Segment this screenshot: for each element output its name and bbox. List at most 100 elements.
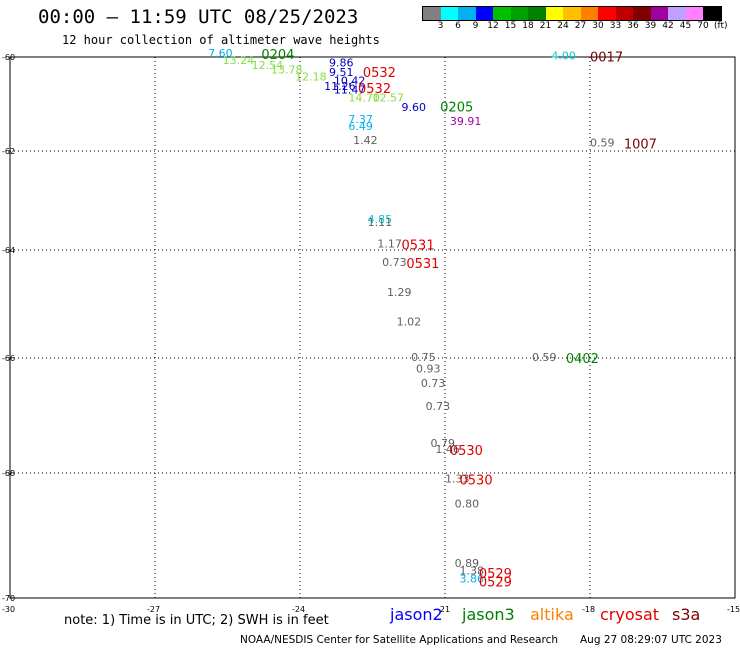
color-scale-tick: 21 <box>539 21 552 31</box>
color-swatch <box>475 7 493 20</box>
color-scale-tick: 42 <box>662 21 674 31</box>
wave-height-label: 6.49 <box>348 120 373 133</box>
wave-height-label: 1.02 <box>397 316 422 329</box>
color-swatch <box>633 7 651 20</box>
color-scale-tick: 18 <box>522 21 534 31</box>
wave-height-label: 4.00 <box>551 49 576 62</box>
color-scale-tick: 3 <box>437 21 444 31</box>
pass-time-label: 0204 <box>261 48 294 63</box>
longitude-tick-label: -30 <box>2 605 15 614</box>
color-swatch <box>510 7 528 20</box>
wave-height-label: 7.60 <box>208 47 233 60</box>
wave-height-label: 0.75 <box>411 351 436 364</box>
pass-time-label: 0205 <box>440 101 473 116</box>
wave-height-label: 10.42 <box>334 74 366 87</box>
wave-height-label: 12.57 <box>373 92 405 105</box>
wave-height-label: 12.54 <box>252 59 284 72</box>
color-scale-tick: 45 <box>679 21 692 31</box>
color-scale-legend <box>422 6 722 21</box>
wave-height-label: 13.78 <box>271 63 303 76</box>
wave-height-label: 0.79 <box>431 437 456 450</box>
longitude-tick-label: -24 <box>292 605 305 614</box>
color-swatch <box>703 7 721 20</box>
longitude-tick-label: -15 <box>727 605 740 614</box>
wave-height-label: 1.46 <box>435 443 460 456</box>
satellite-legend-jason2: jason2 <box>390 605 443 624</box>
pass-time-label: 0532 <box>363 66 396 81</box>
page-subtitle: 12 hour collection of altimeter wave hei… <box>62 33 380 47</box>
wave-height-label: 1.38 <box>460 564 485 577</box>
color-scale-tick: 15 <box>504 21 517 31</box>
wave-height-label: 7.37 <box>348 113 373 126</box>
color-swatch <box>528 7 546 20</box>
page-title: 00:00 — 11:59 UTC 08/25/2023 <box>38 6 359 28</box>
satellite-legend-jason3: jason3 <box>462 605 515 624</box>
pass-time-label: 0529 <box>479 575 512 590</box>
color-scale-tick: 9 <box>472 21 479 31</box>
color-swatch <box>440 7 458 20</box>
color-swatch <box>493 7 511 20</box>
wave-height-label: 1.17 <box>377 238 402 251</box>
color-swatch <box>598 7 616 20</box>
color-scale-tick: 27 <box>574 21 587 31</box>
map-frame <box>9 56 736 599</box>
latitude-tick-label: -68 <box>2 469 15 478</box>
wave-height-label: 0.73 <box>426 400 451 413</box>
pass-time-label: 0531 <box>402 239 435 254</box>
color-scale-tick: 36 <box>627 21 639 31</box>
latitude-tick-label: -64 <box>2 246 15 255</box>
pass-time-label: 0017 <box>590 50 623 65</box>
wave-height-label: 3.86 <box>460 572 485 585</box>
wave-height-label: 0.73 <box>421 377 446 390</box>
latitude-tick-label: -66 <box>2 354 15 363</box>
credit-text: NOAA/NESDIS Center for Satellite Applica… <box>240 634 558 646</box>
wave-height-label: 9.86 <box>329 56 354 69</box>
latitude-tick-label: -70 <box>2 594 15 603</box>
wave-height-label: 39.91 <box>450 115 482 128</box>
wave-height-label: 0.59 <box>590 136 615 149</box>
wave-height-label: 1.42 <box>353 134 378 147</box>
color-swatch <box>563 7 581 20</box>
color-swatch <box>685 7 703 20</box>
wave-height-label: 0.59 <box>532 351 557 364</box>
generated-timestamp: Aug 27 08:29:07 UTC 2023 <box>580 634 722 646</box>
color-swatch <box>580 7 598 20</box>
pass-time-label: 0532 <box>358 82 391 97</box>
longitude-tick-label: -21 <box>437 605 450 614</box>
pass-time-label: 0402 <box>566 352 599 367</box>
color-scale-tick: 12 <box>487 21 499 31</box>
wave-height-label: 11.47 <box>334 84 366 97</box>
longitude-tick-label: -18 <box>582 605 595 614</box>
pass-time-label: 0530 <box>460 473 493 488</box>
wave-height-label: 0.89 <box>455 557 480 570</box>
wave-height-label: 4.85 <box>368 213 393 226</box>
color-scale-unit: (ft) <box>714 21 728 31</box>
wave-height-label: 1.29 <box>387 286 412 299</box>
color-swatch <box>423 7 441 20</box>
satellite-legend-altika: altika <box>530 605 574 624</box>
wave-height-label: 1.33 <box>445 472 470 485</box>
latitude-tick-label: -62 <box>2 147 15 156</box>
wave-height-label: 0.80 <box>455 497 480 510</box>
pass-time-label: 0531 <box>406 257 439 272</box>
color-swatch <box>615 7 633 20</box>
wave-height-label: 0.73 <box>382 256 407 269</box>
wave-height-label: 1.11 <box>368 216 393 229</box>
pass-time-label: 1007 <box>624 137 657 152</box>
wave-height-label: 14.70 <box>348 92 380 105</box>
color-swatch <box>668 7 686 20</box>
color-swatch <box>458 7 476 20</box>
color-scale-tick: 39 <box>644 21 657 31</box>
wave-height-label: 0.93 <box>416 362 441 375</box>
latitude-tick-label: -60 <box>2 53 15 62</box>
wave-height-label: 9.51 <box>329 66 354 79</box>
color-scale-tick: 24 <box>557 21 569 31</box>
color-scale-tick: 70 <box>697 21 709 31</box>
color-scale-tick: 33 <box>609 21 622 31</box>
color-swatch <box>545 7 563 20</box>
pass-time-label: 0529 <box>479 567 512 582</box>
color-scale-tick: 6 <box>455 21 461 31</box>
pass-time-label: 0530 <box>450 444 483 459</box>
wave-height-label: 11.26 <box>324 80 356 93</box>
